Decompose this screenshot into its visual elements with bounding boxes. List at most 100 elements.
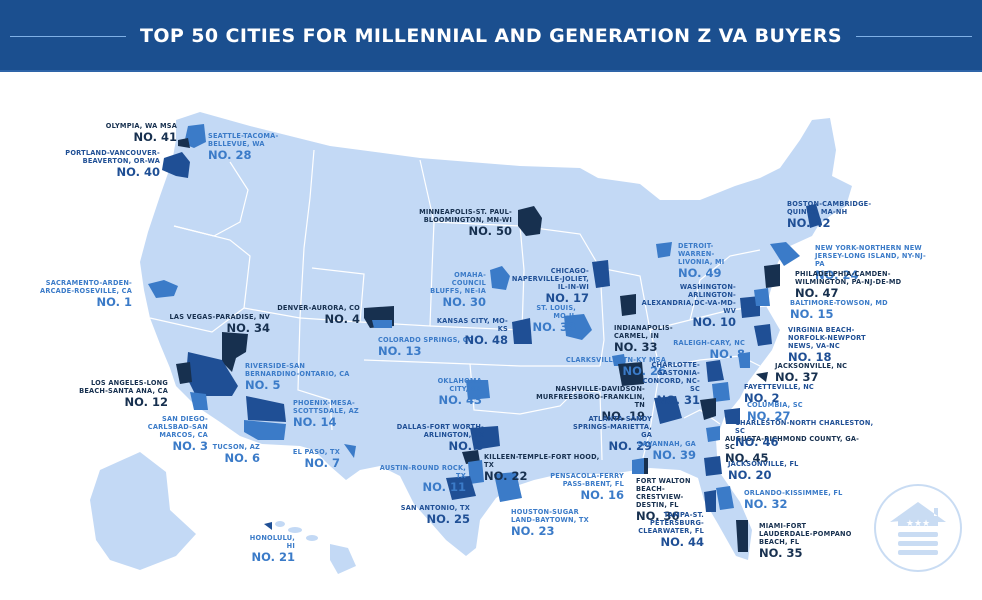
city-label-boston: BOSTON-CAMBRIDGE-QUINCY, MA-NH NO. 42 bbox=[787, 200, 887, 230]
city-label-colorado-springs: COLORADO SPRINGS, CO NO. 13 bbox=[378, 336, 478, 358]
city-label-los-angeles: LOS ANGELES-LONG BEACH-SANTA ANA, CA NO.… bbox=[60, 379, 168, 408]
city-rank: NO. 38 bbox=[532, 319, 576, 334]
city-name: RALEIGH-CARY, NC bbox=[673, 339, 745, 347]
city-rank: NO. 10 bbox=[692, 314, 736, 329]
city-name: CLARKSVILLE, TN-KY MSA bbox=[565, 356, 666, 364]
city-rank: NO. 46 bbox=[735, 434, 779, 449]
city-rank: NO. 4 bbox=[324, 311, 360, 326]
city-name: CHICAGO-NAPERVILLE-JOLIET, IL-IN-WI bbox=[511, 267, 589, 291]
city-name: COLORADO SPRINGS, CO bbox=[378, 336, 474, 344]
city-rank: NO. 31 bbox=[656, 392, 700, 407]
city-label-miami: MIAMI-FORT LAUDERDALE-POMPANO BEACH, FL … bbox=[759, 522, 859, 559]
city-rank: NO. 41 bbox=[133, 129, 177, 144]
city-rank: NO. 7 bbox=[304, 455, 340, 470]
city-name: COLUMBIA, SC bbox=[747, 401, 803, 409]
city-name: INDIANAPOLIS-CARMEL, IN bbox=[614, 324, 673, 340]
city-name: JACKSONVILLE, NC bbox=[775, 362, 848, 370]
city-rank: NO. 9 bbox=[448, 438, 484, 453]
city-label-phoenix: PHOENIX-MESA-SCOTTSDALE, AZ NO. 14 bbox=[293, 399, 373, 429]
city-label-nashville: NASHVILLE-DAVIDSON-MURFREESBORO-FRANKLIN… bbox=[533, 385, 645, 422]
city-label-denver: DENVER-AURORA, CO NO. 4 bbox=[270, 304, 360, 326]
city-rank: NO. 37 bbox=[775, 369, 819, 384]
city-rank: NO. 47 bbox=[795, 285, 839, 300]
city-name: KILLEEN-TEMPLE-FORT HOOD, TX bbox=[484, 453, 600, 469]
city-name: NASHVILLE-DAVIDSON-MURFREESBORO-FRANKLIN… bbox=[536, 385, 645, 409]
city-name: PENSACOLA-FERRY PASS-BRENT, FL bbox=[550, 472, 624, 488]
city-rank: NO. 40 bbox=[116, 164, 160, 179]
city-name: MIAMI-FORT LAUDERDALE-POMPANO BEACH, FL bbox=[759, 522, 852, 546]
city-label-fort-walton: FORT WALTON BEACH-CRESTVIEW-DESTIN, FL N… bbox=[636, 477, 708, 522]
contiguous-us-shape bbox=[140, 112, 852, 560]
city-name: OKLAHOMA CITY, OK bbox=[437, 377, 482, 393]
city-rank: NO. 39 bbox=[652, 447, 696, 462]
city-rank: NO. 42 bbox=[787, 215, 831, 230]
city-name: OMAHA-COUNCIL BLUFFS, NE-IA bbox=[430, 271, 486, 295]
city-label-virginia-beach: VIRGINIA BEACH-NORFOLK-NEWPORT NEWS, VA-… bbox=[788, 326, 888, 363]
city-label-clarksville: CLARKSVILLE, TN-KY MSA NO. 26 bbox=[560, 356, 666, 378]
city-rank: NO. 3 bbox=[172, 438, 208, 453]
city-name: TUCSON, AZ bbox=[212, 443, 260, 451]
city-label-portland: PORTLAND-VANCOUVER-BEAVERTON, OR-WA NO. … bbox=[50, 149, 160, 179]
header-banner: TOP 50 CITIES FOR MILLENNIAL AND GENERAT… bbox=[0, 0, 982, 72]
city-rank: NO. 23 bbox=[511, 523, 555, 538]
city-name: DETROIT-WARREN-LIVONIA, MI bbox=[678, 242, 725, 266]
city-rank: NO. 25 bbox=[426, 511, 470, 526]
us-map bbox=[90, 112, 852, 574]
city-rank: NO. 48 bbox=[464, 332, 508, 347]
city-label-atlanta: ATLANTA-SANDY SPRINGS-MARIETTA, GA NO. 2… bbox=[560, 415, 652, 452]
city-name: LAS VEGAS-PARADISE, NV bbox=[169, 313, 270, 321]
city-name: PHILADELPHIA-CAMDEN-WILMINGTON, PA-NJ-DE… bbox=[795, 270, 902, 286]
city-label-charleston: CHARLESTON-NORTH CHARLESTON, SC NO. 46 bbox=[735, 419, 875, 449]
city-name: SAN ANTONIO, TX bbox=[400, 504, 470, 512]
city-name: ORLANDO-KISSIMMEE, FL bbox=[744, 489, 843, 497]
page-title: TOP 50 CITIES FOR MILLENNIAL AND GENERAT… bbox=[140, 25, 842, 47]
city-name: WASHINGTON-ARLINGTON-ALEXANDRIA,DC-VA-MD… bbox=[641, 283, 736, 315]
city-name: SAVANNAH, GA bbox=[637, 440, 696, 448]
city-name: SACRAMENTO-ARDEN-ARCADE-ROSEVILLE, CA bbox=[40, 279, 132, 295]
city-label-riverside: RIVERSIDE-SAN BERNARDINO-ONTARIO, CA NO.… bbox=[245, 362, 355, 391]
city-label-fayetteville: FAYETTEVILLE, NC NO. 2 bbox=[744, 383, 814, 405]
city-rank: NO. 1 bbox=[96, 294, 132, 309]
city-rank: NO. 14 bbox=[293, 414, 337, 429]
city-rank: NO. 22 bbox=[484, 468, 528, 483]
city-label-pensacola: PENSACOLA-FERRY PASS-BRENT, FL NO. 16 bbox=[550, 472, 624, 502]
city-rank: NO. 17 bbox=[545, 290, 589, 305]
header-rule-right bbox=[856, 36, 972, 37]
city-rank: NO. 15 bbox=[790, 306, 834, 321]
city-label-dallas: DALLAS-FORT WORTH-ARLINGTON, TX NO. 9 bbox=[386, 423, 484, 453]
city-rank: NO. 2 bbox=[744, 390, 780, 405]
city-rank: NO. 16 bbox=[580, 487, 624, 502]
city-label-indianapolis: INDIANAPOLIS-CARMEL, IN NO. 33 bbox=[614, 324, 674, 353]
city-rank: NO. 26 bbox=[622, 363, 666, 378]
city-name: JACKSONVILLE, FL bbox=[728, 460, 799, 468]
hawaii-shape bbox=[275, 521, 356, 574]
city-label-killeen: KILLEEN-TEMPLE-FORT HOOD, TX NO. 22 bbox=[484, 453, 604, 483]
city-label-orlando: ORLANDO-KISSIMMEE, FL NO. 32 bbox=[744, 489, 844, 510]
city-label-jacksonville-fl: JACKSONVILLE, FL NO. 20 bbox=[728, 460, 808, 481]
city-rank: NO. 13 bbox=[378, 343, 422, 358]
city-label-augusta: AUGUSTA-RICHMOND COUNTY, GA-SC NO. 45 bbox=[725, 435, 865, 464]
city-label-tampa: TAMPA-ST. PETERSBURG-CLEARWATER, FL NO. … bbox=[620, 511, 704, 548]
city-label-oklahoma-city: OKLAHOMA CITY, OK NO. 43 bbox=[418, 377, 482, 406]
city-label-olympia: OLYMPIA, WA MSA NO. 41 bbox=[92, 122, 177, 144]
city-name: HOUSTON-SUGAR LAND-BAYTOWN, TX bbox=[511, 508, 589, 524]
city-label-detroit: DETROIT-WARREN-LIVONIA, MI NO. 49 bbox=[678, 242, 748, 279]
city-name: AUGUSTA-RICHMOND COUNTY, GA-SC bbox=[725, 435, 860, 451]
city-name: MINNEAPOLIS-ST. PAUL-BLOOMINGTON, MN-WI bbox=[419, 208, 512, 224]
city-label-honolulu: HONOLULU, HI NO. 21 bbox=[245, 534, 295, 563]
house-flag-icon: ★★★ bbox=[890, 502, 946, 555]
city-name: FAYETTEVILLE, NC bbox=[744, 383, 814, 391]
city-name: PORTLAND-VANCOUVER-BEAVERTON, OR-WA bbox=[65, 149, 160, 165]
city-label-tucson: TUCSON, AZ NO. 6 bbox=[180, 443, 260, 465]
city-rank: NO. 6 bbox=[224, 450, 260, 465]
metro-shapes bbox=[148, 124, 822, 552]
city-label-st-louis: ST. LOUIS, MO-IL NO. 38 bbox=[520, 304, 576, 334]
city-name: CHARLOTTE-GASTONIA-CONCORD, NC-SC bbox=[642, 361, 700, 393]
city-rank: NO. 27 bbox=[747, 408, 791, 423]
logo-badge: ★★★ bbox=[874, 484, 962, 572]
city-name: KANSAS CITY, MO-KS bbox=[436, 317, 508, 333]
city-label-austin: AUSTIN-ROUND ROCK, TX NO. 11 bbox=[370, 464, 466, 493]
city-name: BALTIMORE-TOWSON, MD bbox=[790, 299, 888, 307]
city-label-jacksonville-nc: JACKSONVILLE, NC NO. 37 bbox=[775, 362, 855, 384]
city-label-las-vegas: LAS VEGAS-PARADISE, NV NO. 34 bbox=[140, 313, 270, 334]
